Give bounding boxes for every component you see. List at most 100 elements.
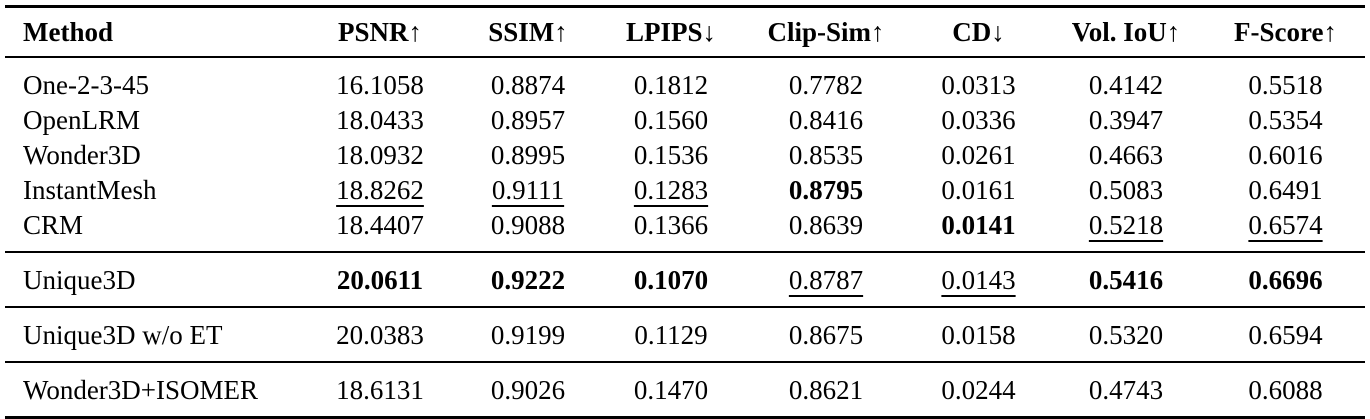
method-cell: One-2-3-45	[23, 70, 149, 100]
value: 0.3947	[1088, 105, 1164, 135]
value: 0.6696	[1248, 265, 1323, 295]
table-row: Unique3D 20.0611 0.9222 0.1070 0.8787 0.…	[5, 252, 1365, 308]
psnr-cell: 18.8262	[305, 173, 455, 208]
value: 0.4142	[1088, 70, 1164, 100]
table-row: Wonder3D+ISOMER 18.6131 0.9026 0.1470 0.…	[5, 362, 1365, 419]
header-lpips: LPIPS↓	[601, 5, 741, 58]
value: 0.9026	[490, 375, 566, 405]
value: 0.8621	[788, 375, 864, 405]
f-score-cell: 0.5354	[1206, 103, 1365, 138]
results-table: Method PSNR↑ SSIM↑ LPIPS↓ Clip-Sim↑ CD↓ …	[5, 5, 1365, 419]
table-row: Unique3D w/o ET 20.0383 0.9199 0.1129 0.…	[5, 307, 1365, 363]
value: 0.1536	[633, 140, 709, 170]
clip-sim-cell: 0.8535	[741, 138, 911, 173]
method-cell: OpenLRM	[23, 105, 140, 135]
header-clip-sim: Clip-Sim↑	[741, 5, 911, 58]
value: 0.5518	[1248, 70, 1323, 100]
value: 0.0261	[941, 140, 1016, 170]
value: 0.1070	[633, 265, 709, 295]
ssim-cell: 0.9199	[455, 307, 601, 363]
value: 0.8535	[788, 140, 864, 170]
method-cell: Unique3D	[5, 252, 305, 308]
value: 0.1812	[633, 70, 709, 100]
psnr-cell: 18.4407	[305, 208, 455, 253]
value: 0.6594	[1248, 320, 1323, 350]
vol-iou-cell: 0.4663	[1046, 138, 1206, 173]
value: 0.5354	[1248, 105, 1323, 135]
psnr-cell: 18.0433	[305, 103, 455, 138]
value: 0.8675	[788, 320, 864, 350]
value: 0.9088	[490, 210, 566, 240]
value: 18.4407	[336, 210, 424, 240]
table-row: One-2-3-45 16.1058 0.8874 0.1812 0.7782 …	[5, 57, 1365, 103]
value: 0.1283	[633, 175, 709, 205]
f-score-cell: 0.6491	[1206, 173, 1365, 208]
value: 0.4663	[1088, 140, 1164, 170]
value: 18.0433	[336, 105, 424, 135]
lpips-cell: 0.1470	[601, 362, 741, 419]
value: 0.5218	[1088, 210, 1164, 240]
header-cd: CD↓	[911, 5, 1046, 58]
value: 0.0158	[941, 320, 1016, 350]
f-score-cell: 0.6594	[1206, 307, 1365, 363]
vol-iou-cell: 0.3947	[1046, 103, 1206, 138]
value: 20.0611	[336, 265, 424, 295]
lpips-cell: 0.1283	[601, 173, 741, 208]
value: 0.5320	[1088, 320, 1164, 350]
table-row: OpenLRM 18.0433 0.8957 0.1560 0.8416 0.0…	[5, 103, 1365, 138]
vol-iou-cell: 0.5083	[1046, 173, 1206, 208]
value: 0.4743	[1088, 375, 1164, 405]
method-cell: Unique3D w/o ET	[5, 307, 305, 363]
method-cell: InstantMesh	[23, 175, 157, 205]
f-score-cell: 0.6088	[1206, 362, 1365, 419]
value: 0.8639	[788, 210, 864, 240]
value: 18.8262	[336, 175, 424, 205]
clip-sim-cell: 0.8675	[741, 307, 911, 363]
value: 18.6131	[336, 375, 424, 405]
value: 0.0244	[941, 375, 1016, 405]
value: 0.6491	[1248, 175, 1323, 205]
value: 0.5083	[1088, 175, 1164, 205]
header-vol-iou: Vol. IoU↑	[1046, 5, 1206, 58]
cd-cell: 0.0244	[911, 362, 1046, 419]
ssim-cell: 0.9111	[455, 173, 601, 208]
method-cell: Wonder3D	[23, 140, 141, 170]
value: 20.0383	[336, 320, 424, 350]
psnr-cell: 16.1058	[305, 57, 455, 103]
value: 0.1366	[633, 210, 709, 240]
cd-cell: 0.0141	[911, 208, 1046, 253]
header-method: Method	[5, 5, 305, 58]
value: 0.9199	[490, 320, 566, 350]
value: 0.8995	[490, 140, 566, 170]
ssim-cell: 0.9026	[455, 362, 601, 419]
value: 0.1470	[633, 375, 709, 405]
lpips-cell: 0.1366	[601, 208, 741, 253]
value: 0.0161	[941, 175, 1016, 205]
value: 0.5416	[1088, 265, 1164, 295]
cd-cell: 0.0336	[911, 103, 1046, 138]
header-ssim: SSIM↑	[455, 5, 601, 58]
method-cell: CRM	[5, 208, 305, 253]
psnr-cell: 20.0383	[305, 307, 455, 363]
clip-sim-cell: 0.8416	[741, 103, 911, 138]
vol-iou-cell: 0.5218	[1046, 208, 1206, 253]
value: 0.7782	[788, 70, 864, 100]
value: 0.0313	[941, 70, 1016, 100]
value: 0.0336	[941, 105, 1016, 135]
cd-cell: 0.0261	[911, 138, 1046, 173]
clip-sim-cell: 0.8639	[741, 208, 911, 253]
value: 0.6574	[1248, 210, 1323, 240]
clip-sim-cell: 0.8795	[741, 173, 911, 208]
f-score-cell: 0.6696	[1206, 252, 1365, 308]
ssim-cell: 0.8957	[455, 103, 601, 138]
clip-sim-cell: 0.8621	[741, 362, 911, 419]
lpips-cell: 0.1070	[601, 252, 741, 308]
ssim-cell: 0.8874	[455, 57, 601, 103]
header-psnr: PSNR↑	[305, 5, 455, 58]
value: 0.0141	[941, 210, 1016, 240]
value: 0.0143	[941, 265, 1016, 295]
lpips-cell: 0.1129	[601, 307, 741, 363]
f-score-cell: 0.5518	[1206, 57, 1365, 103]
clip-sim-cell: 0.7782	[741, 57, 911, 103]
cd-cell: 0.0161	[911, 173, 1046, 208]
